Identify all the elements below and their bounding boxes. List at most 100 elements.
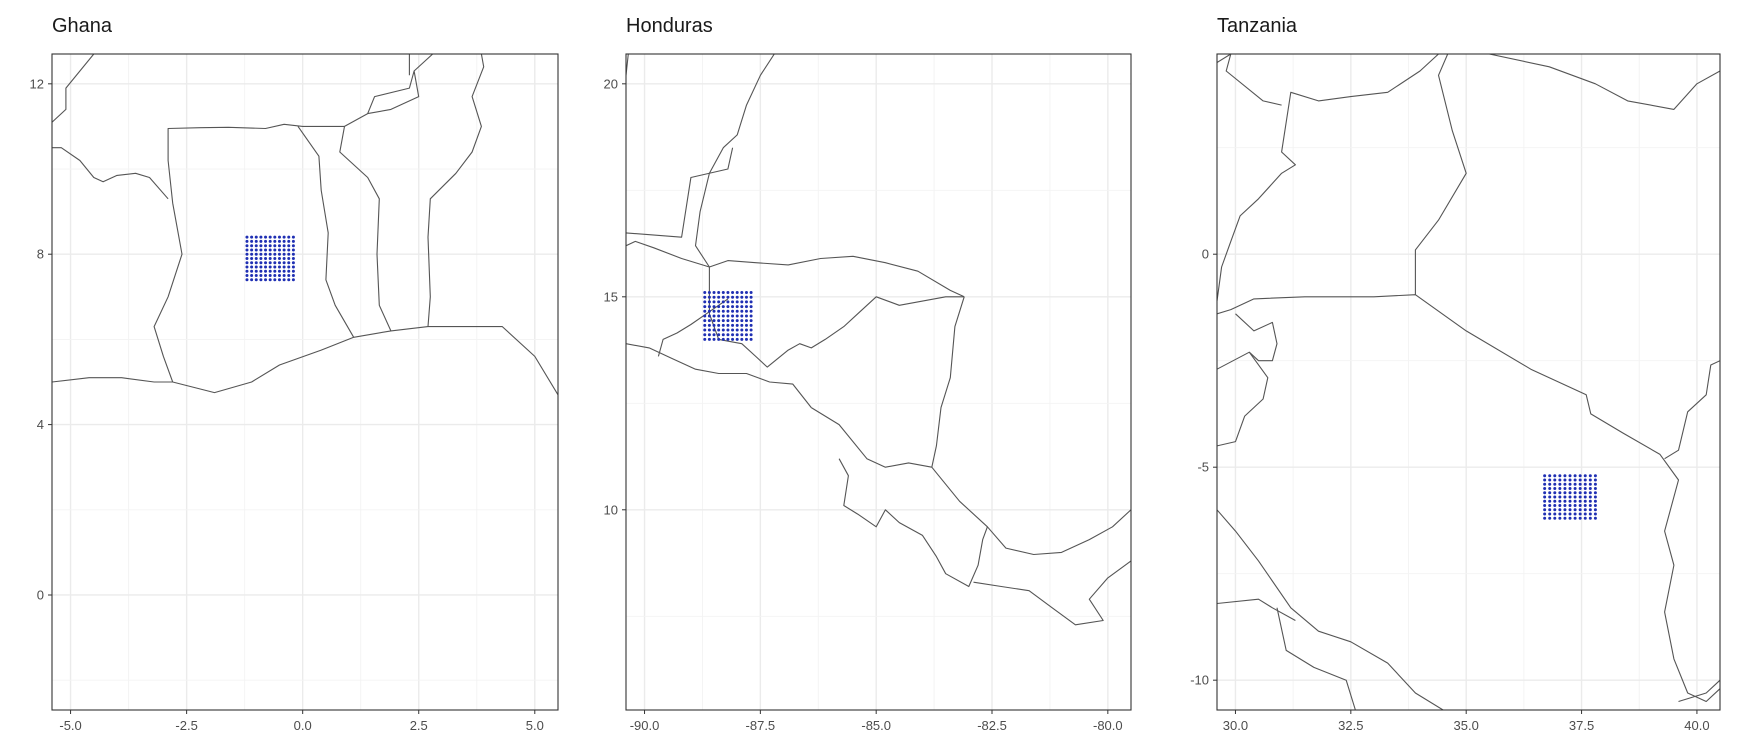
grid-point	[712, 323, 716, 327]
grid-point	[703, 319, 707, 323]
grid-point	[749, 337, 753, 341]
grid-point	[712, 305, 716, 309]
grid-point	[1578, 508, 1582, 512]
grid-point	[245, 244, 249, 248]
grid-point	[1583, 499, 1587, 503]
grid-point	[264, 244, 268, 248]
grid-point	[712, 295, 716, 299]
grid-point	[250, 265, 254, 269]
grid-point	[264, 256, 268, 260]
grid-point	[1593, 478, 1597, 482]
grid-point	[717, 314, 721, 318]
grid-point	[1543, 482, 1547, 486]
y-tick-label: 8	[37, 247, 44, 262]
grid-point	[291, 265, 295, 269]
grid-point	[277, 235, 281, 239]
grid-point	[1563, 512, 1567, 516]
grid-point	[1543, 474, 1547, 478]
grid-point	[1573, 474, 1577, 478]
grid-point	[740, 305, 744, 309]
grid-point	[1588, 478, 1592, 482]
grid-point	[282, 252, 286, 256]
grid-point	[287, 252, 291, 256]
x-tick-label: -80.0	[1093, 718, 1123, 733]
grid-point	[287, 244, 291, 248]
grid-point	[744, 309, 748, 313]
grid-point	[1568, 504, 1572, 508]
grid-point	[1558, 474, 1562, 478]
grid-point	[264, 252, 268, 256]
grid-point	[726, 314, 730, 318]
grid-point	[1593, 504, 1597, 508]
boundary-line	[694, 54, 775, 268]
grid-point	[1593, 474, 1597, 478]
grid-point	[287, 235, 291, 239]
grid-point	[726, 337, 730, 341]
grid-point	[735, 337, 739, 341]
grid-point	[1583, 474, 1587, 478]
grid-point	[1553, 478, 1557, 482]
grid-point	[712, 337, 716, 341]
grid-point	[264, 278, 268, 282]
grid-point	[268, 256, 272, 260]
boundary-line	[52, 326, 558, 396]
x-tick-label: -82.5	[977, 718, 1007, 733]
grid-point	[1553, 508, 1557, 512]
grid-points	[245, 235, 295, 282]
grid-point	[749, 305, 753, 309]
grid-point	[707, 314, 711, 318]
y-tick-label: 12	[30, 76, 44, 91]
grid-point	[712, 328, 716, 332]
grid-point	[721, 314, 725, 318]
grid-point	[731, 309, 735, 313]
grid-point	[1568, 512, 1572, 516]
grid-point	[1573, 499, 1577, 503]
grid-point	[740, 319, 744, 323]
grid-point	[291, 261, 295, 265]
boundary-line	[1235, 313, 1278, 362]
grid-point	[1583, 508, 1587, 512]
boundary-line	[153, 54, 434, 383]
grid-point	[731, 337, 735, 341]
grid-point	[735, 328, 739, 332]
grid-point	[707, 323, 711, 327]
grid-point	[1593, 482, 1597, 486]
grid-point	[1548, 491, 1552, 495]
grid-point	[1568, 486, 1572, 490]
grid-point	[703, 333, 707, 337]
grid-point	[259, 278, 263, 282]
grid-point	[1548, 504, 1552, 508]
y-tick-label: -5	[1197, 460, 1209, 475]
x-tick-label: 32.5	[1338, 718, 1363, 733]
grid-point	[250, 274, 254, 278]
grid-point	[703, 309, 707, 313]
grid-point	[1553, 474, 1557, 478]
grid-point	[740, 328, 744, 332]
grid-point	[291, 274, 295, 278]
grid-point	[287, 256, 291, 260]
grid-point	[731, 323, 735, 327]
boundary-line	[657, 298, 729, 357]
grid-point	[291, 239, 295, 243]
grid-point	[703, 314, 707, 318]
grid-point	[250, 252, 254, 256]
grid-point	[277, 244, 281, 248]
x-tick-label: -85.0	[861, 718, 891, 733]
grid-point	[259, 269, 263, 273]
grid-point	[250, 256, 254, 260]
grid-point	[1593, 495, 1597, 499]
grid-point	[1548, 516, 1552, 520]
grid-point	[1543, 508, 1547, 512]
grid-point	[273, 261, 277, 265]
grid-point	[282, 274, 286, 278]
grid-point	[1583, 512, 1587, 516]
grid-point	[731, 305, 735, 309]
grid-point	[717, 300, 721, 304]
grid-point	[264, 248, 268, 252]
boundary-line	[1217, 598, 1296, 621]
grid-point	[282, 235, 286, 239]
grid-point	[731, 291, 735, 295]
grid-point	[703, 291, 707, 295]
grid-point	[254, 256, 258, 260]
grid-point	[1558, 504, 1562, 508]
